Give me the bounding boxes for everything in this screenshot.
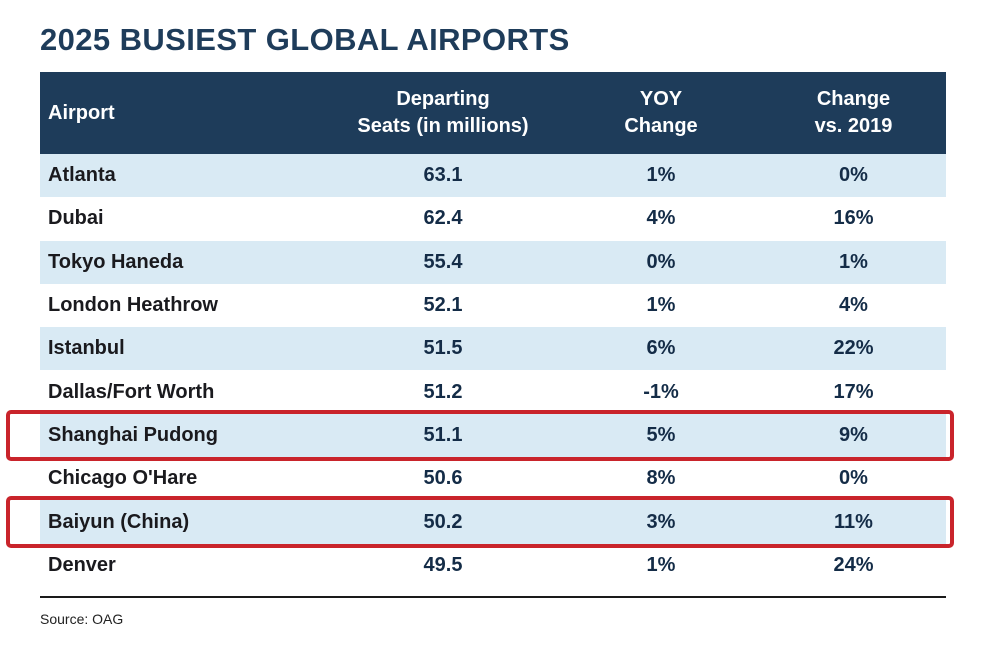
yoy-cell: 3% [646, 510, 676, 533]
seats-cell: 51.1 [423, 423, 463, 446]
seats-cell: 62.4 [423, 207, 463, 230]
yoy-cell: 1% [646, 164, 676, 187]
airport-cell: Denver [48, 553, 116, 576]
table-row: Denver 49.5 1% 24% [40, 543, 946, 587]
airport-cell: Chicago O'Hare [48, 467, 198, 490]
yoy-cell: 5% [646, 423, 676, 446]
column-header: Airport [48, 101, 115, 124]
yoy-cell: 0% [646, 250, 676, 273]
airport-cell: Tokyo Haneda [48, 250, 184, 273]
airports-table: Airport Departing Seats (in millions) YOY Ch… [6, 72, 954, 587]
vs2019-cell: 9% [839, 423, 868, 446]
column-header: Change vs. 2019 [814, 88, 893, 137]
yoy-cell: 1% [646, 553, 676, 576]
table-row: Dubai 62.4 4% 16% [40, 197, 946, 241]
airport-cell: Dubai [48, 207, 104, 230]
seats-cell: 55.4 [423, 250, 463, 273]
seats-cell: 50.2 [423, 510, 463, 533]
divider [40, 596, 946, 598]
seats-cell: 51.2 [423, 380, 463, 403]
source-text: Source: OAG [40, 611, 124, 627]
table-body: Atlanta 63.1 1% 0% Dubai 62.4 4% 16% Tokyo Haned… [6, 154, 954, 587]
table-header: Airport Departing Seats (in millions) YOY Ch… [40, 72, 946, 154]
airport-cell: Shanghai Pudong [48, 423, 218, 446]
table-row: Tokyo Haneda 55.4 0% 1% [40, 240, 946, 284]
airport-cell: Dallas/Fort Worth [48, 380, 215, 403]
airport-cell: London Heathrow [48, 294, 218, 317]
table-row: Dallas/Fort Worth 51.2 -1% 17% [40, 370, 946, 414]
vs2019-cell: 22% [833, 337, 874, 360]
vs2019-cell: 24% [833, 553, 874, 576]
table-row-highlighted: Baiyun (China) 50.2 3% 11% [6, 496, 954, 548]
airport-cell: Atlanta [48, 164, 116, 187]
vs2019-cell: 1% [839, 250, 868, 273]
column-header: Departing Seats (in millions) [357, 88, 529, 137]
yoy-cell: 6% [646, 337, 676, 360]
airport-cell: Istanbul [48, 337, 125, 360]
seats-cell: 63.1 [423, 164, 463, 187]
table-row-highlighted: Shanghai Pudong 51.1 5% 9% [6, 409, 954, 462]
column-header: YOY Change [624, 88, 698, 137]
vs2019-cell: 0% [839, 164, 868, 187]
seats-cell: 49.5 [423, 553, 463, 576]
table-row: Atlanta 63.1 1% 0% [40, 154, 946, 198]
seats-cell: 50.6 [423, 467, 463, 490]
vs2019-cell: 11% [834, 510, 873, 533]
yoy-cell: 8% [646, 467, 676, 490]
vs2019-cell: 16% [833, 207, 874, 230]
table-row: London Heathrow 52.1 1% 4% [40, 283, 946, 328]
yoy-cell: -1% [643, 380, 679, 403]
vs2019-cell: 0% [839, 467, 868, 490]
vs2019-cell: 4% [839, 294, 868, 317]
table-row: Istanbul 51.5 6% 22% [40, 327, 946, 371]
airport-cell: Baiyun (China) [48, 510, 190, 533]
table-row: Chicago O'Hare 50.6 8% 0% [40, 457, 946, 501]
seats-cell: 52.1 [423, 294, 463, 317]
yoy-cell: 1% [646, 294, 676, 317]
vs2019-cell: 17% [833, 380, 874, 403]
page-title: 2025 BUSIEST GLOBAL AIRPORTS [40, 22, 570, 57]
seats-cell: 51.5 [423, 337, 463, 360]
yoy-cell: 4% [646, 207, 676, 230]
